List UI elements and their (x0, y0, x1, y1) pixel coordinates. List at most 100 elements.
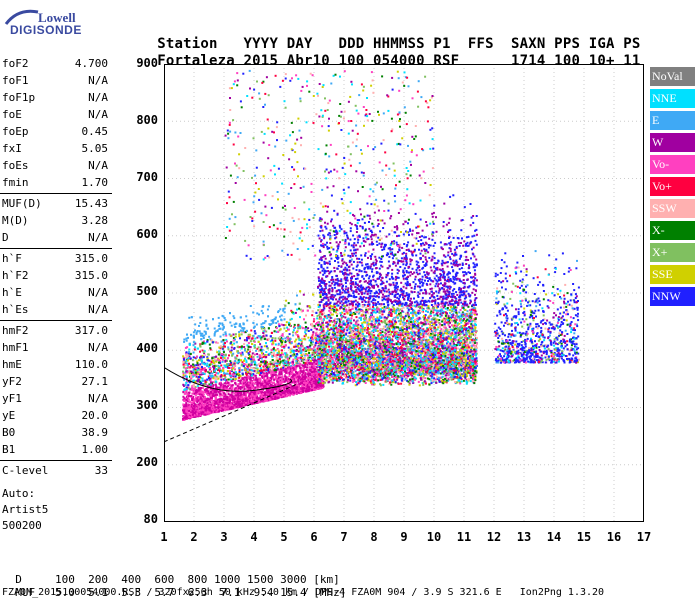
param-ye: yE 20.0 (2, 408, 108, 424)
param-value: N/A (88, 159, 108, 172)
x-tick-label: 4 (250, 530, 258, 544)
x-tick-label: 16 (606, 530, 622, 544)
legend-sse: SSE (650, 265, 695, 284)
footer-muf-values: 5.0 5.1 5.3 5.7 6.3 7.1 9.4 15.4 [MHz] (55, 586, 347, 599)
y-tick-label: 300 (136, 398, 158, 412)
param-label: yF2 (2, 375, 22, 388)
y-tick-label: 800 (136, 113, 158, 127)
footer-file-line: FZA0M_2015100054000.RSF / 320fx256h 50 k… (2, 587, 605, 598)
x-tick-label: 13 (516, 530, 532, 544)
y-tick-label: 900 (136, 56, 158, 70)
param-label: B0 (2, 426, 16, 439)
param-label: B1 (2, 443, 16, 456)
param-value: 27.1 (81, 375, 109, 388)
x-tick-label: 1 (160, 530, 168, 544)
param-fmin: fmin 1.70 (2, 175, 108, 191)
param-hme: hmE 110.0 (2, 357, 108, 373)
param-label: foEs (2, 159, 29, 172)
legend-vo: Vo+ (650, 177, 695, 196)
param-label: fxI (2, 142, 22, 155)
param-separator (0, 193, 112, 194)
footer-d-row: D 100 200 400 600 800 1000 1500 3000 [km… (2, 560, 340, 586)
legend-noval: NoVal (650, 67, 695, 86)
profile-curve-lower (164, 384, 297, 443)
x-tick-label: 15 (576, 530, 592, 544)
legend-vo: Vo- (650, 155, 695, 174)
param-label: foEp (2, 125, 29, 138)
param-label: hmE (2, 358, 22, 371)
autoscale-version: 500200 (2, 519, 42, 532)
param-value: 15.43 (74, 197, 108, 210)
param-value: 315.0 (74, 252, 108, 265)
legend-x: X+ (650, 243, 695, 262)
param-value: 110.0 (74, 358, 108, 371)
param-label: h`Es (2, 303, 29, 316)
param-fof1: foF1 N/A (2, 73, 108, 89)
param-value: 315.0 (74, 269, 108, 282)
param-label: MUF(D) (2, 197, 42, 210)
footer-muf-label: MUF (15, 586, 36, 599)
param-foe: foE N/A (2, 107, 108, 123)
param-value: N/A (88, 108, 108, 121)
ionogram-plot (164, 64, 644, 522)
param-fof2: foF2 4.700 (2, 56, 108, 72)
param-label: yE (2, 409, 16, 422)
plot-frame (164, 64, 644, 522)
param-value: 317.0 (74, 324, 108, 337)
autoscale-label: Auto: (2, 487, 36, 500)
param-value: N/A (88, 91, 108, 104)
y-tick-label: 400 (136, 341, 158, 355)
x-tick-label: 8 (370, 530, 378, 544)
x-tick-label: 3 (220, 530, 228, 544)
param-value: 20.0 (81, 409, 109, 422)
legend-e: E (650, 111, 695, 130)
ionogram-echoes (182, 69, 580, 421)
param-label: fmin (2, 176, 29, 189)
logo-top-text: Lowell (38, 10, 76, 25)
param-mufd: MUF(D) 15.43 (2, 196, 108, 212)
x-tick-label: 14 (546, 530, 562, 544)
y-tick-label: 500 (136, 284, 158, 298)
footer-muf-row: MUF 5.0 5.1 5.3 5.7 6.3 7.1 9.4 15.4 [MH… (2, 573, 346, 599)
footer-d-values: 100 200 400 600 800 1000 1500 3000 [km] (55, 573, 340, 586)
param-label: foF1 (2, 74, 29, 87)
logo-swoosh-icon (4, 9, 39, 25)
param-foes: foEs N/A (2, 158, 108, 174)
param-label: M(D) (2, 214, 29, 227)
param-separator (0, 460, 112, 461)
legend-w: W (650, 133, 695, 152)
param-clevel: C-level 33 (2, 463, 108, 479)
param-label: C-level (2, 464, 49, 477)
param-label: foF1p (2, 91, 36, 104)
param-label: foF2 (2, 57, 29, 70)
x-tick-label: 5 (280, 530, 288, 544)
param-hf: h`F 315.0 (2, 251, 108, 267)
param-foep: foEp 0.45 (2, 124, 108, 140)
param-value: 4.700 (74, 57, 108, 70)
param-he: h`E N/A (2, 285, 108, 301)
x-tick-label: 2 (190, 530, 198, 544)
param-label: h`F2 (2, 269, 29, 282)
param-label: yF1 (2, 392, 22, 405)
param-hf2: h`F2 315.0 (2, 268, 108, 284)
legend-x: X- (650, 221, 695, 240)
y-tick-label: 80 (143, 512, 158, 526)
logo-bottom-text: DIGISONDE (10, 23, 82, 37)
x-tick-label: 10 (426, 530, 442, 544)
param-value: 3.28 (81, 214, 109, 227)
param-label: hmF2 (2, 324, 29, 337)
param-hes: h`Es N/A (2, 302, 108, 318)
param-label: h`E (2, 286, 22, 299)
param-separator (0, 320, 112, 321)
legend-ssw: SSW (650, 199, 695, 218)
footer-d-label: D (15, 573, 22, 586)
param-yf1: yF1 N/A (2, 391, 108, 407)
param-value: N/A (88, 303, 108, 316)
param-separator (0, 248, 112, 249)
param-label: h`F (2, 252, 22, 265)
x-tick-label: 7 (340, 530, 348, 544)
param-hmf2: hmF2 317.0 (2, 323, 108, 339)
x-tick-label: 9 (400, 530, 408, 544)
parameter-panel: foF2 4.700 foF1 N/A foF1p N/A foE N/A foEp 0.45 fx… (0, 56, 114, 536)
autoscale-name: Artist5 (2, 503, 49, 516)
